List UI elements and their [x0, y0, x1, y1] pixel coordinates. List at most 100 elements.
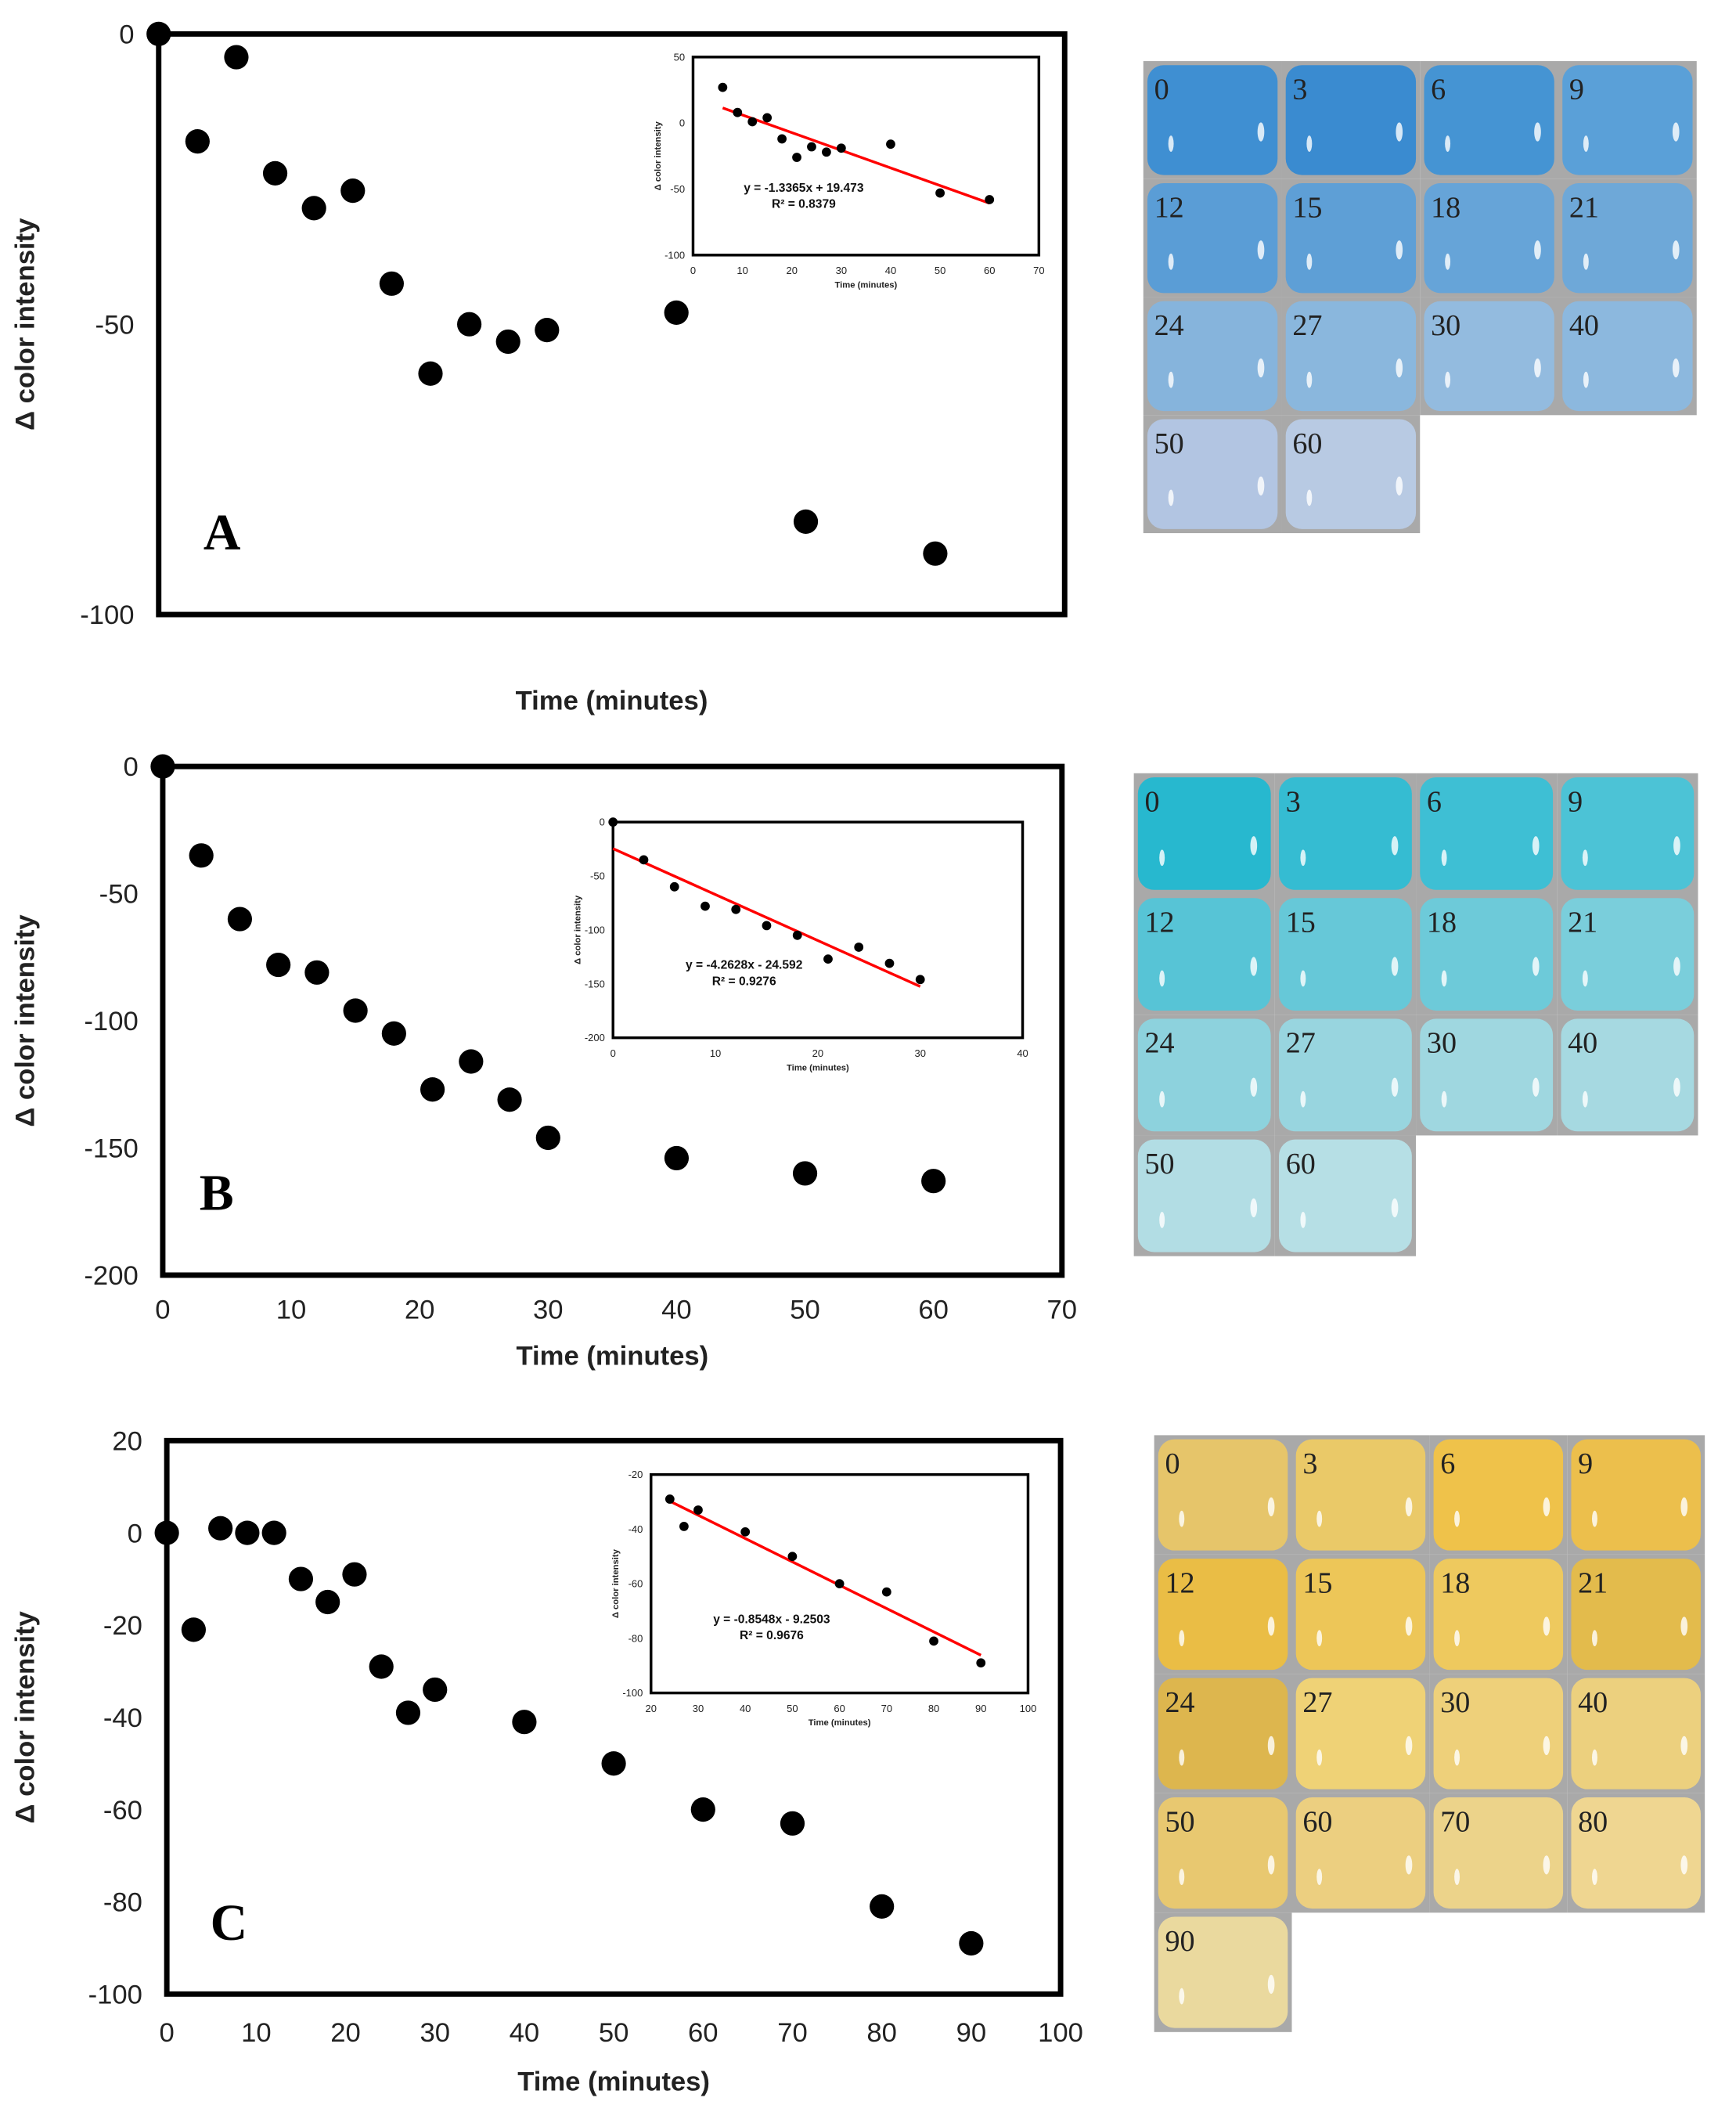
inset-data-point	[854, 943, 864, 952]
swatch-time-label: 15	[1292, 191, 1322, 224]
inset-x-tick-label: 80	[928, 1703, 939, 1714]
inset-data-point	[792, 153, 801, 162]
swatch-highlight	[1532, 1077, 1540, 1097]
x-tick-label: 70	[1047, 1295, 1078, 1325]
swatch-time-label: 90	[1165, 1925, 1194, 1958]
swatch-highlight	[1267, 1736, 1275, 1755]
x-tick-label: 30	[420, 2018, 450, 2048]
inset-data-point	[976, 1658, 986, 1668]
swatch-time-label: 9	[1568, 785, 1583, 818]
swatch-gel	[1137, 777, 1271, 890]
x-tick-label: 20	[330, 2018, 361, 2048]
swatch-highlight	[1300, 970, 1306, 987]
color-swatch-grid: 0 3 6 9 12 15 18 21 24 27 30 40 50 60 70 80 90	[1154, 1435, 1705, 2032]
swatch-highlight	[1543, 1497, 1551, 1517]
swatch-gel	[1561, 1018, 1695, 1132]
inset-chart: 0 -50 -100 -150 -200 0 10 20 30 40 Time (minutes) Δ…	[574, 816, 1028, 1073]
data-point	[793, 509, 819, 534]
color-swatch-grid: 0 3 6 9 12 15 18 21 24 27 30 40 50 60	[1143, 61, 1697, 534]
swatch-highlight	[1445, 371, 1451, 388]
color-swatch: 18	[1416, 893, 1558, 1015]
inset-data-point	[915, 975, 925, 985]
data-point	[189, 843, 214, 868]
x-tick-label: 10	[276, 1295, 307, 1325]
inset-y-tick-label: -200	[585, 1032, 605, 1043]
inset-y-tick-label: 0	[679, 117, 685, 129]
data-point	[224, 45, 249, 70]
swatch-gel	[1424, 183, 1554, 294]
inset-data-point	[747, 117, 758, 127]
data-point	[535, 1125, 560, 1151]
inset-data-point	[807, 142, 816, 152]
swatch-time-label: 50	[1154, 427, 1184, 460]
data-point	[495, 329, 520, 355]
swatch-gel	[1279, 898, 1412, 1011]
inset-data-point	[665, 1494, 675, 1504]
inset-x-tick-label: 40	[740, 1703, 751, 1714]
r-squared: R² = 0.8379	[772, 198, 836, 211]
swatch-gel	[1285, 419, 1417, 529]
data-point	[227, 907, 253, 932]
trendline-equation: y = -1.3365x + 19.473	[744, 182, 864, 195]
data-point	[315, 1589, 340, 1615]
data-point	[664, 1145, 690, 1171]
swatch-gel	[1137, 898, 1271, 1011]
inset-data-point	[985, 195, 995, 204]
swatch-highlight	[1532, 957, 1540, 976]
swatch-highlight	[1445, 253, 1451, 270]
r-squared: R² = 0.9676	[740, 1629, 804, 1642]
y-tick-label: -80	[103, 1888, 142, 1918]
swatch-gel	[1279, 1139, 1412, 1253]
swatch-gel	[1295, 1678, 1426, 1790]
swatch-gel	[1285, 301, 1417, 412]
x-tick-label: 80	[866, 2018, 897, 2048]
swatch-highlight	[1441, 849, 1447, 867]
inset-data-point	[823, 954, 833, 964]
trendline-equation: y = -0.8548x - 9.2503	[713, 1613, 830, 1626]
y-tick-label: -40	[103, 1703, 142, 1733]
swatch-time-label: 3	[1302, 1447, 1317, 1480]
color-swatch: 9	[1557, 773, 1698, 894]
swatch-gel	[1420, 898, 1554, 1011]
swatch-highlight	[1543, 1617, 1551, 1636]
swatch-gel	[1420, 777, 1554, 890]
swatch-highlight	[1250, 836, 1258, 856]
color-swatch: 30	[1420, 297, 1559, 416]
inset-data-point	[886, 139, 895, 150]
swatch-highlight	[1159, 1090, 1165, 1108]
inset-y-tick-label: -50	[670, 183, 685, 195]
inset-data-point	[693, 1505, 703, 1515]
swatch-highlight	[1680, 1497, 1688, 1517]
swatch-highlight	[1534, 358, 1541, 378]
swatch-highlight	[1179, 1749, 1185, 1766]
panel-letter: B	[200, 1165, 234, 1222]
swatch-highlight	[1672, 240, 1680, 260]
swatch-time-label: 24	[1154, 309, 1184, 342]
swatch-highlight	[1396, 240, 1403, 260]
y-tick-label: 0	[123, 752, 138, 782]
color-swatch: 15	[1291, 1554, 1430, 1674]
data-point	[261, 1520, 286, 1545]
swatch-gel	[1285, 65, 1417, 175]
swatch-gel	[1158, 1916, 1288, 2028]
swatch-highlight	[1391, 1198, 1399, 1218]
x-axis-label: Time (minutes)	[516, 1341, 708, 1371]
data-point	[418, 361, 443, 386]
swatch-highlight	[1441, 1090, 1447, 1108]
swatch-gel	[1562, 183, 1693, 294]
swatch-time-label: 18	[1440, 1566, 1470, 1599]
inset-x-axis-label: Time (minutes)	[787, 1063, 849, 1072]
swatch-highlight	[1257, 358, 1265, 378]
swatch-highlight	[1179, 1988, 1185, 2005]
inset-y-tick-label: -100	[585, 924, 605, 935]
swatch-time-label: 40	[1578, 1686, 1608, 1719]
swatch-time-label: 60	[1286, 1148, 1316, 1180]
inset-x-tick-label: 60	[834, 1703, 845, 1714]
inset-x-tick-label: 60	[984, 265, 995, 276]
x-tick-label: 90	[956, 2018, 987, 2048]
swatch-time-label: 30	[1431, 309, 1460, 342]
inset-x-tick-label: 50	[787, 1703, 798, 1714]
color-swatch: 24	[1154, 1674, 1292, 1793]
swatch-time-label: 9	[1569, 74, 1584, 106]
